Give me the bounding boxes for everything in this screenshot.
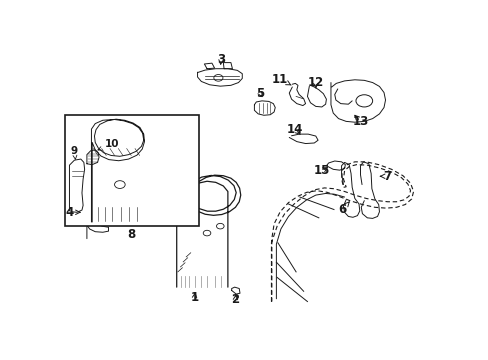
Text: 5: 5 <box>255 87 264 100</box>
Text: 11: 11 <box>271 73 290 86</box>
Text: 10: 10 <box>98 139 119 150</box>
Text: 14: 14 <box>286 123 303 136</box>
Text: 4: 4 <box>65 206 80 219</box>
Text: 3: 3 <box>217 53 224 66</box>
Text: 6: 6 <box>338 202 348 216</box>
Text: 15: 15 <box>313 164 329 177</box>
Text: 13: 13 <box>352 115 368 128</box>
Text: 7: 7 <box>380 170 391 183</box>
Text: 9: 9 <box>71 146 78 159</box>
Text: 1: 1 <box>190 291 198 304</box>
Bar <box>95 214 110 220</box>
Bar <box>65 115 199 226</box>
Text: 2: 2 <box>231 293 239 306</box>
Text: 8: 8 <box>127 228 135 241</box>
Text: 12: 12 <box>307 76 323 89</box>
